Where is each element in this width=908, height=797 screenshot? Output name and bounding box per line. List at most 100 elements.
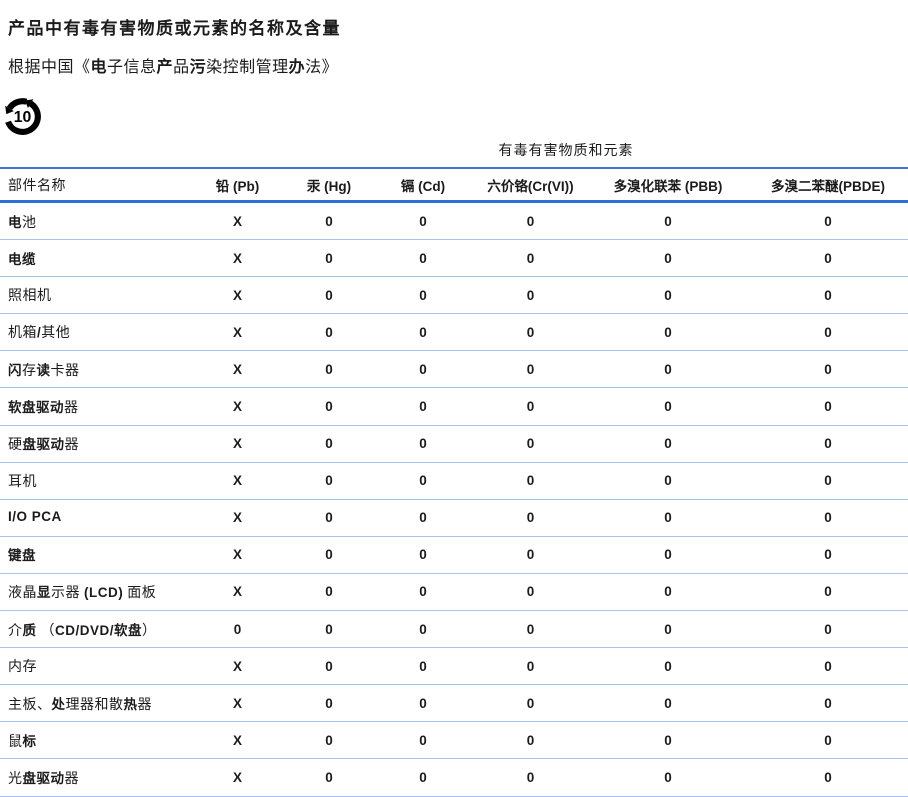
- table-row: 照相机 X 0 0 0 0 0: [0, 277, 908, 315]
- table-row: 鼠标 X 0 0 0 0 0: [0, 722, 908, 760]
- substance-value-cell: 0: [526, 287, 535, 303]
- regular-text-segment: 池: [22, 215, 37, 231]
- bold-text-segment: CD/DVD/软盘: [55, 622, 143, 638]
- page-title: 产品中有毒有害物质或元素的名称及含量: [8, 16, 908, 42]
- substance-value-cell: 0: [664, 510, 672, 526]
- regular-text-segment: 法》: [305, 59, 339, 76]
- regular-text-segment: 示器: [51, 586, 84, 602]
- substance-value-cell: 0: [824, 287, 832, 303]
- substance-value-cell: 0: [824, 324, 832, 340]
- col-header-substance: 多溴化联苯 (PBB): [613, 178, 723, 194]
- substance-value-cell: 0: [325, 213, 333, 229]
- substance-value-cell: X: [232, 361, 242, 377]
- bold-text-segment: 处: [51, 696, 66, 712]
- substance-value-cell: 0: [664, 547, 672, 563]
- regular-text-segment: 耳机: [8, 474, 37, 490]
- table-row: 键盘 X 0 0 0 0 0: [0, 537, 908, 574]
- bold-text-segment: 电: [8, 214, 22, 230]
- part-name-cell: 照相机: [0, 285, 190, 305]
- substance-value-cell: X: [232, 250, 242, 266]
- substance-value-cell: 0: [526, 213, 535, 229]
- regular-text-segment: 其他: [41, 326, 71, 342]
- substance-value-cell: X: [232, 324, 242, 340]
- table-row: 光盘驱动器 X 0 0 0 0 0: [0, 759, 908, 797]
- substance-value-cell: 0: [664, 621, 672, 637]
- part-name-cell: 软盘驱动器: [0, 396, 190, 417]
- bold-text-segment: 电: [90, 59, 108, 76]
- substance-value-cell: 0: [526, 547, 535, 563]
- group-header-row: 有毒有害物质和元素: [0, 139, 908, 169]
- substance-value-cell: 0: [824, 621, 832, 637]
- table-row: 电池 X 0 0 0 0 0: [0, 203, 908, 241]
- substance-value-cell: 0: [664, 361, 672, 377]
- regular-text-segment: 染控制管理: [206, 59, 289, 76]
- part-name-cell: 闪存读卡器: [0, 359, 190, 380]
- substance-value-cell: 0: [526, 250, 535, 266]
- substance-value-cell: 0: [824, 473, 832, 489]
- bold-text-segment: 显: [37, 585, 51, 601]
- regular-text-segment: 器: [64, 771, 79, 787]
- substance-value-cell: X: [232, 769, 242, 785]
- part-name-cell: 键盘: [0, 544, 190, 565]
- regular-text-segment: ）: [142, 623, 157, 639]
- substance-value-cell: 0: [419, 473, 427, 489]
- substance-value-cell: 0: [664, 584, 672, 600]
- substance-value-cell: 0: [664, 732, 672, 748]
- substance-value-cell: 0: [664, 658, 672, 674]
- part-name-cell: 主板、处理器和散热器: [0, 693, 190, 714]
- part-name-cell: 液晶显示器 (LCD) 面板: [0, 581, 190, 602]
- substance-value-cell: 0: [526, 695, 535, 711]
- substance-value-cell: 0: [325, 436, 333, 452]
- substance-value-cell: 0: [526, 473, 535, 489]
- bold-text-segment: 质: [22, 622, 37, 638]
- substance-value-cell: 0: [419, 250, 427, 266]
- bold-text-segment: 办: [288, 59, 306, 76]
- regular-text-segment: 根据中国《: [8, 59, 91, 76]
- part-name-cell: 机箱/其他: [0, 322, 190, 342]
- substance-value-cell: 0: [526, 361, 535, 377]
- substance-value-cell: X: [232, 473, 242, 489]
- substance-value-cell: 0: [325, 769, 333, 785]
- substance-value-cell: 0: [325, 510, 333, 526]
- regular-text-segment: 照相机: [8, 289, 52, 305]
- substance-value-cell: 0: [419, 658, 427, 674]
- bold-text-segment: 产: [156, 59, 174, 76]
- substance-value-cell: 0: [824, 547, 832, 563]
- table-row: I/O PCA X 0 0 0 0 0: [0, 500, 908, 537]
- table-row: 内存 X 0 0 0 0 0: [0, 648, 908, 686]
- table-row: 耳机 X 0 0 0 0 0: [0, 463, 908, 500]
- table-row: 机箱/其他 X 0 0 0 0 0: [0, 314, 908, 352]
- substance-value-cell: 0: [419, 213, 427, 229]
- bold-text-segment: 读: [36, 362, 51, 378]
- substance-value-cell: 0: [824, 732, 832, 748]
- substance-value-cell: 0: [419, 732, 427, 748]
- col-header-substance: 多溴二苯醚(PBDE): [771, 178, 885, 194]
- regular-text-segment: 介: [8, 623, 23, 639]
- substance-value-cell: 0: [664, 399, 672, 415]
- table-row: 介质 （CD/DVD/软盘） 0 0 0 0 0 0: [0, 611, 908, 649]
- substance-value-cell: 0: [824, 361, 832, 377]
- table-row: 硬盘驱动器 X 0 0 0 0 0: [0, 426, 908, 463]
- regular-text-segment: 硬: [8, 438, 23, 454]
- substance-value-cell: 0: [526, 732, 535, 748]
- table-header-row: 部件名称 铅 (Pb) 汞 (Hg) 镉 (Cd) 六价铬(Cr(VI)) 多溴化联苯 …: [0, 169, 908, 203]
- substance-value-cell: X: [232, 436, 242, 452]
- substance-value-cell: 0: [419, 584, 427, 600]
- regular-text-segment: 子信息: [107, 59, 157, 76]
- substance-value-cell: 0: [325, 324, 333, 340]
- substance-value-cell: 0: [824, 399, 832, 415]
- regular-text-segment: 液晶: [8, 586, 37, 602]
- substance-value-cell: 0: [664, 324, 672, 340]
- regular-text-segment: 鼠: [8, 734, 23, 750]
- substance-value-cell: 0: [824, 584, 832, 600]
- bold-text-segment: I/O PCA: [8, 509, 62, 525]
- substance-value-cell: 0: [325, 399, 333, 415]
- substance-value-cell: 0: [526, 769, 535, 785]
- substance-value-cell: 0: [325, 658, 333, 674]
- part-name-cell: I/O PCA: [0, 509, 190, 526]
- regular-text-segment: 卡器: [50, 363, 80, 379]
- col-header-substance: 镉 (Cd): [400, 178, 446, 194]
- substance-value-cell: 0: [824, 250, 832, 266]
- bold-text-segment: 产: [8, 19, 27, 38]
